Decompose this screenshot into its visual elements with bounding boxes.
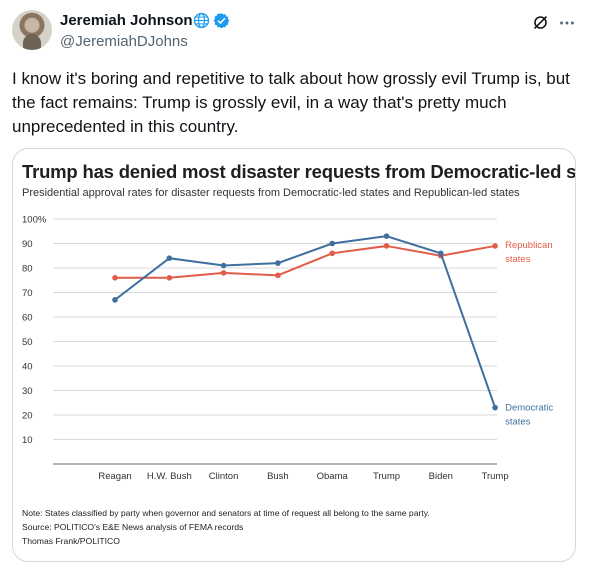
- y-tick-label: 50: [22, 337, 33, 348]
- data-point: [166, 275, 173, 281]
- x-tick-label: Trump: [373, 471, 400, 482]
- x-tick-label: Biden: [429, 471, 453, 482]
- data-point: [112, 297, 118, 303]
- series-label: states: [505, 254, 531, 265]
- y-tick-label: 90: [22, 239, 33, 250]
- series-label: Democratic: [505, 403, 553, 414]
- data-point: [329, 240, 336, 247]
- verified-badge-icon[interactable]: [213, 12, 230, 29]
- data-point: [166, 255, 173, 261]
- avatar[interactable]: [12, 10, 52, 50]
- data-point: [220, 262, 227, 269]
- x-tick-label: Clinton: [209, 471, 239, 482]
- series-line: [114, 235, 497, 408]
- y-tick-label: 80: [22, 264, 33, 275]
- x-tick-label: H.W. Bush: [147, 471, 192, 482]
- x-tick-label: Obama: [317, 471, 349, 482]
- y-tick-label: 30: [22, 386, 33, 397]
- data-point: [275, 272, 281, 279]
- y-tick-label: 70: [22, 288, 33, 299]
- data-point: [275, 260, 281, 266]
- chart-note: Note: States classified by party when go…: [22, 508, 430, 518]
- media-card[interactable]: Trump has denied most disaster requests …: [12, 148, 576, 562]
- series-line: [115, 244, 496, 279]
- user-handle[interactable]: @JeremiahDJohns: [60, 33, 188, 50]
- y-tick-label: 40: [22, 362, 33, 373]
- grok-icon[interactable]: [532, 14, 549, 31]
- display-name[interactable]: Jeremiah Johnson: [60, 12, 193, 29]
- y-tick-label: 10: [22, 435, 33, 446]
- data-point: [492, 404, 498, 411]
- line-chart: 100% 90 80 70 60 50 40 30 20 10 Reagan H.W. Bush Cli…: [22, 215, 553, 483]
- x-tick-label: Trump: [482, 471, 509, 482]
- y-tick-label: 60: [22, 313, 33, 324]
- data-point: [112, 275, 118, 281]
- chart-source: Source: POLITICO's E&E News analysis of …: [22, 522, 244, 532]
- y-tick-label: 100%: [22, 215, 47, 226]
- more-options-icon[interactable]: [558, 14, 576, 32]
- data-point: [492, 243, 498, 249]
- data-point: [383, 233, 390, 239]
- data-point: [220, 270, 227, 276]
- tweet-text: I know it's boring and repetitive to tal…: [12, 69, 570, 136]
- x-tick-label: Bush: [267, 471, 289, 482]
- data-point: [383, 243, 390, 249]
- y-tick-label: 20: [22, 411, 33, 422]
- chart-credit: Thomas Frank/POLITICO: [22, 536, 120, 546]
- series-label: Republican: [505, 240, 553, 251]
- data-point: [438, 250, 444, 257]
- data-point: [329, 250, 336, 257]
- series-label: states: [505, 417, 531, 428]
- x-tick-label: Reagan: [98, 471, 131, 482]
- chart-subtitle: Presidential approval rates for disaster…: [22, 187, 520, 199]
- chart-title: Trump has denied most disaster requests …: [22, 161, 576, 182]
- globe-icon: [193, 12, 210, 29]
